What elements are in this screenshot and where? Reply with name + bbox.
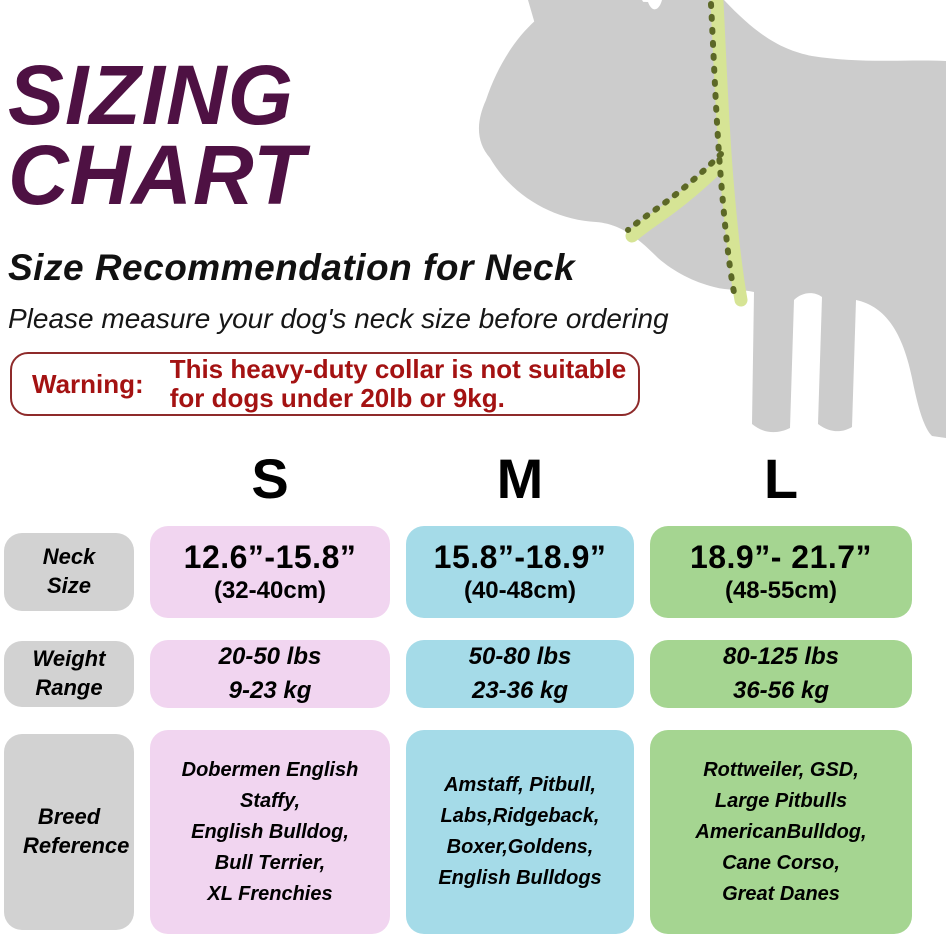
neck-size-cell-m: 15.8”-18.9” (40-48cm) <box>406 526 634 618</box>
warning-message-line-1: This heavy-duty collar is not suitable <box>169 354 627 385</box>
dog-silhouette-icon <box>478 0 946 438</box>
weight-l-kg: 36-56 kg <box>732 677 830 704</box>
column-header-m: M <box>496 446 544 510</box>
page-subtitle: Size Recommendation for Neck <box>8 247 576 288</box>
neck-size-l-cm: (48-55cm) <box>724 577 838 604</box>
warning-message-line-2: for dogs under 20lb or 9kg. <box>169 383 505 413</box>
title-line-1: SIZING <box>8 48 295 142</box>
warning-message: This heavy-duty collar is not suitable f… <box>170 355 627 412</box>
row-label-breed-reference: Breed Reference <box>4 734 134 930</box>
weight-m-lbs: 50-80 lbs <box>468 643 572 671</box>
measuring-tape-main <box>710 0 748 307</box>
row-label-weight-range: Weight Range <box>4 641 134 707</box>
measuring-tape-branch <box>625 153 732 243</box>
neck-size-m-inches: 15.8”-18.9” <box>433 539 607 575</box>
warning-box: Warning: This heavy-duty collar is not s… <box>10 352 640 416</box>
weight-range-cell-m: 50-80 lbs 23-36 kg <box>406 640 634 708</box>
tape-tick-marks <box>625 151 724 233</box>
neck-size-cell-s: 12.6”-15.8” (32-40cm) <box>150 526 390 618</box>
dog-illustration <box>470 0 946 440</box>
neck-size-m-cm: (40-48cm) <box>463 577 577 604</box>
neck-size-cell-l: 18.9”- 21.7” (48-55cm) <box>650 526 912 618</box>
weight-l-lbs: 80-125 lbs <box>722 643 840 671</box>
warning-label: Warning: <box>32 368 144 399</box>
title-line-2: CHART <box>8 127 306 222</box>
measure-note: Please measure your dog's neck size befo… <box>8 303 669 334</box>
neck-size-s-inches: 12.6”-15.8” <box>183 539 357 575</box>
column-header-s: S <box>251 446 289 510</box>
weight-range-cell-s: 20-50 lbs 9-23 kg <box>150 640 390 708</box>
breed-reference-cell-l: Rottweiler, GSD, Large Pitbulls American… <box>650 730 912 934</box>
weight-range-cell-l: 80-125 lbs 36-56 kg <box>650 640 912 708</box>
tape-tick-marks <box>708 1 738 301</box>
neck-size-s-cm: (32-40cm) <box>213 577 327 604</box>
row-label-neck-size: Neck Size <box>4 533 134 611</box>
breed-reference-cell-m: Amstaff, Pitbull, Labs,Ridgeback, Boxer,… <box>406 730 634 934</box>
weight-s-kg: 9-23 kg <box>228 677 312 704</box>
column-header-l: L <box>763 446 799 510</box>
breed-reference-cell-s: Dobermen English Staffy, English Bulldog… <box>150 730 390 934</box>
weight-m-kg: 23-36 kg <box>471 677 569 704</box>
neck-size-l-inches: 18.9”- 21.7” <box>689 539 873 575</box>
page-title: SIZING CHART <box>8 48 306 222</box>
weight-s-lbs: 20-50 lbs <box>218 643 322 671</box>
size-table: S M L Neck Size 12.6”-15.8” (32-40cm) 15… <box>4 446 912 934</box>
